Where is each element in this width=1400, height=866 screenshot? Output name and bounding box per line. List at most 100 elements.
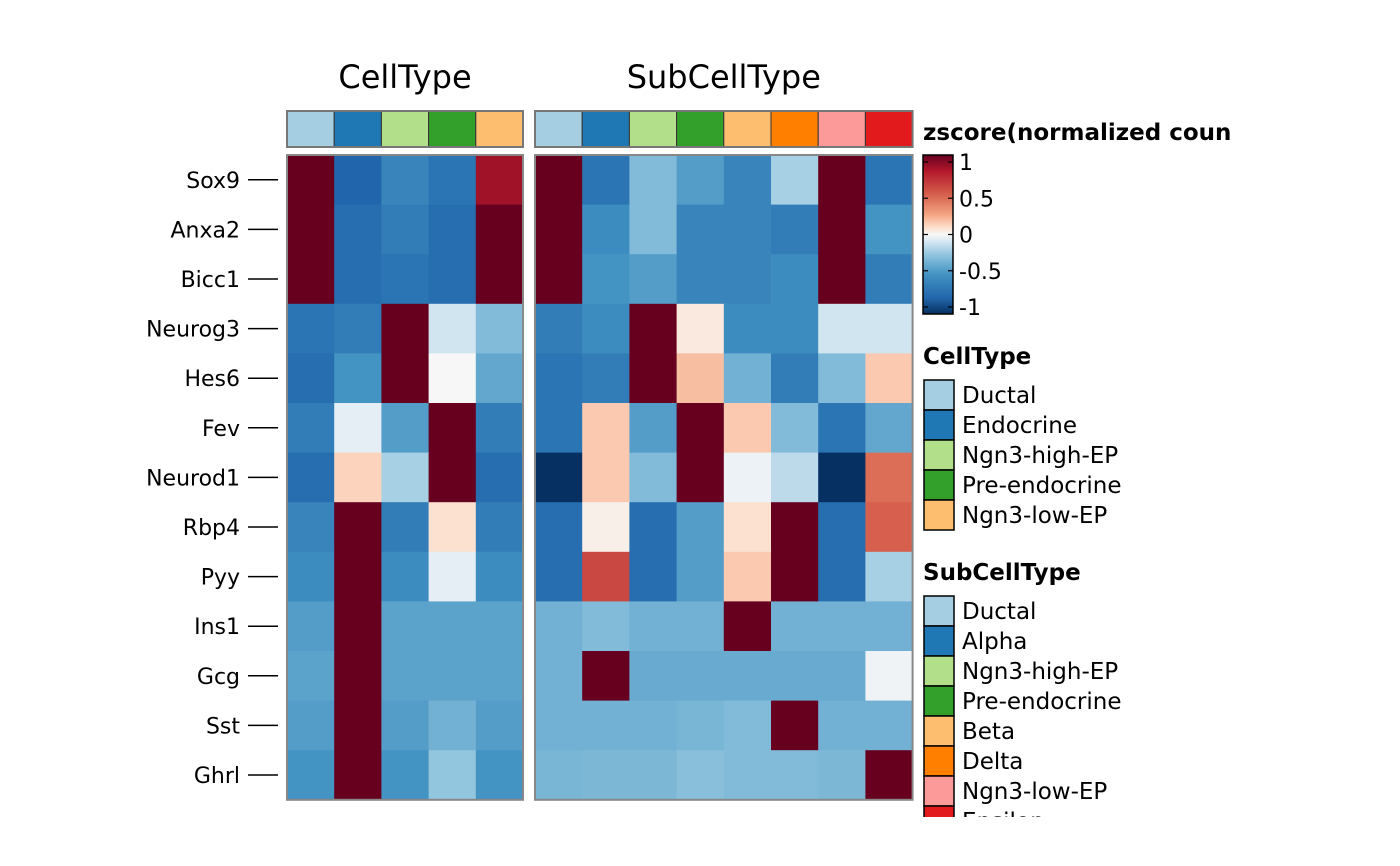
heatmap-cell bbox=[629, 502, 678, 553]
annotation-cell bbox=[676, 110, 725, 148]
heatmap-cell bbox=[582, 353, 630, 404]
color-scale-tick-label: -0.5 bbox=[959, 260, 1002, 285]
annotation-frame bbox=[534, 110, 914, 148]
heatmap-cell bbox=[865, 254, 914, 305]
heatmap-cell bbox=[475, 551, 524, 602]
gene-label: Bicc1 bbox=[181, 268, 240, 293]
heatmap-cell bbox=[535, 303, 583, 354]
gene-label: Fev bbox=[202, 417, 240, 442]
heatmap-cell bbox=[428, 155, 477, 206]
legend-title: CellType bbox=[923, 344, 1031, 370]
heatmap-cell bbox=[287, 353, 335, 404]
heatmap-cell bbox=[381, 353, 430, 404]
heatmap-cell bbox=[582, 254, 630, 305]
heatmap-cell bbox=[535, 204, 583, 255]
legend-label: Ductal bbox=[962, 599, 1036, 625]
heatmap-cell bbox=[771, 353, 819, 404]
heatmap-cell bbox=[535, 403, 583, 454]
heatmap-cell bbox=[381, 204, 430, 255]
legend-celltype: CellType Ductal Endocrine Ngn3-high-EP Pre-e… bbox=[923, 344, 1121, 531]
heatmap-frame bbox=[286, 154, 524, 801]
color-scale-title: zscore(normalized coun bbox=[923, 120, 1231, 146]
heatmap-cell bbox=[475, 452, 524, 503]
heatmap-cell bbox=[771, 750, 819, 801]
heatmap-cell bbox=[723, 353, 772, 404]
heatmap-cell bbox=[629, 551, 678, 602]
heatmap-cell bbox=[428, 204, 477, 255]
heatmap-cell bbox=[723, 254, 772, 305]
heatmap-cell bbox=[582, 601, 630, 652]
heatmap-cell bbox=[334, 254, 382, 305]
legend-label: Endocrine bbox=[962, 413, 1077, 439]
heatmap-cell bbox=[287, 403, 335, 454]
annotation-cell bbox=[475, 110, 524, 148]
legend-swatch bbox=[923, 499, 955, 531]
heatmap-cell bbox=[582, 204, 630, 255]
heatmap-cell bbox=[676, 254, 725, 305]
legend-swatch bbox=[923, 745, 955, 777]
legend-label: Ngn3-high-EP bbox=[962, 659, 1118, 685]
heatmap-cell bbox=[334, 700, 382, 751]
heatmap-cell bbox=[475, 403, 524, 454]
heatmap-cell bbox=[475, 700, 524, 751]
heatmap-cell bbox=[865, 651, 914, 702]
legend-swatch bbox=[923, 439, 955, 471]
heatmap-cell bbox=[723, 551, 772, 602]
heatmap-cell bbox=[865, 750, 914, 801]
heatmap-cell bbox=[381, 750, 430, 801]
heatmap-cell bbox=[381, 601, 430, 652]
heatmap-cell bbox=[381, 155, 430, 206]
heatmap-cell bbox=[334, 303, 382, 354]
heatmap-cell bbox=[287, 254, 335, 305]
heatmap-cell bbox=[865, 403, 914, 454]
heatmap-cell bbox=[723, 700, 772, 751]
heatmap-cell bbox=[676, 204, 725, 255]
heatmap-cell bbox=[818, 651, 866, 702]
heatmap-cell bbox=[818, 353, 866, 404]
gene-label: Gcg bbox=[197, 665, 240, 690]
gene-label: Sst bbox=[206, 714, 240, 739]
heatmap-cell bbox=[334, 353, 382, 404]
heatmap-cell bbox=[818, 303, 866, 354]
heatmap-cell bbox=[381, 452, 430, 503]
heatmap-cell bbox=[475, 651, 524, 702]
annotation-cell bbox=[286, 110, 335, 148]
gene-label: Neurog3 bbox=[146, 318, 240, 343]
heatmap-cell bbox=[381, 551, 430, 602]
heatmap-cell bbox=[771, 551, 819, 602]
heatmap-cell bbox=[818, 750, 866, 801]
heatmap-cell bbox=[676, 502, 725, 553]
heatmap-cell bbox=[629, 750, 678, 801]
heatmap-cell bbox=[818, 502, 866, 553]
color-scale-tick-label: 1 bbox=[959, 151, 973, 176]
legend-swatch bbox=[923, 409, 955, 441]
heatmap-cell bbox=[428, 303, 477, 354]
heatmap-cell bbox=[818, 551, 866, 602]
heatmap-cell bbox=[582, 651, 630, 702]
annotation-cell bbox=[581, 110, 630, 148]
heatmap-cell bbox=[723, 651, 772, 702]
heatmap-cell bbox=[723, 403, 772, 454]
heatmap-cell bbox=[428, 254, 477, 305]
heatmap-cell bbox=[381, 254, 430, 305]
heatmap-cell bbox=[381, 651, 430, 702]
panel-title: SubCellType bbox=[627, 58, 821, 96]
heatmap-cell bbox=[428, 353, 477, 404]
heatmap-cell bbox=[334, 204, 382, 255]
heatmap-frame bbox=[534, 154, 914, 801]
heatmap-cell bbox=[334, 750, 382, 801]
panel-celltype: CellType bbox=[286, 58, 524, 801]
heatmap-cell bbox=[582, 155, 630, 206]
annotation-cell bbox=[428, 110, 477, 148]
heatmap-cell bbox=[535, 502, 583, 553]
annotation-cell bbox=[380, 110, 430, 148]
heatmap-cell bbox=[535, 601, 583, 652]
heatmap-cell bbox=[334, 452, 382, 503]
heatmap-cell bbox=[535, 254, 583, 305]
heatmap-cell bbox=[535, 651, 583, 702]
heatmap-cell bbox=[381, 700, 430, 751]
heatmap-cell bbox=[287, 651, 335, 702]
legend-swatch bbox=[923, 715, 955, 747]
heatmap-cell bbox=[676, 452, 725, 503]
heatmap-cell bbox=[771, 452, 819, 503]
